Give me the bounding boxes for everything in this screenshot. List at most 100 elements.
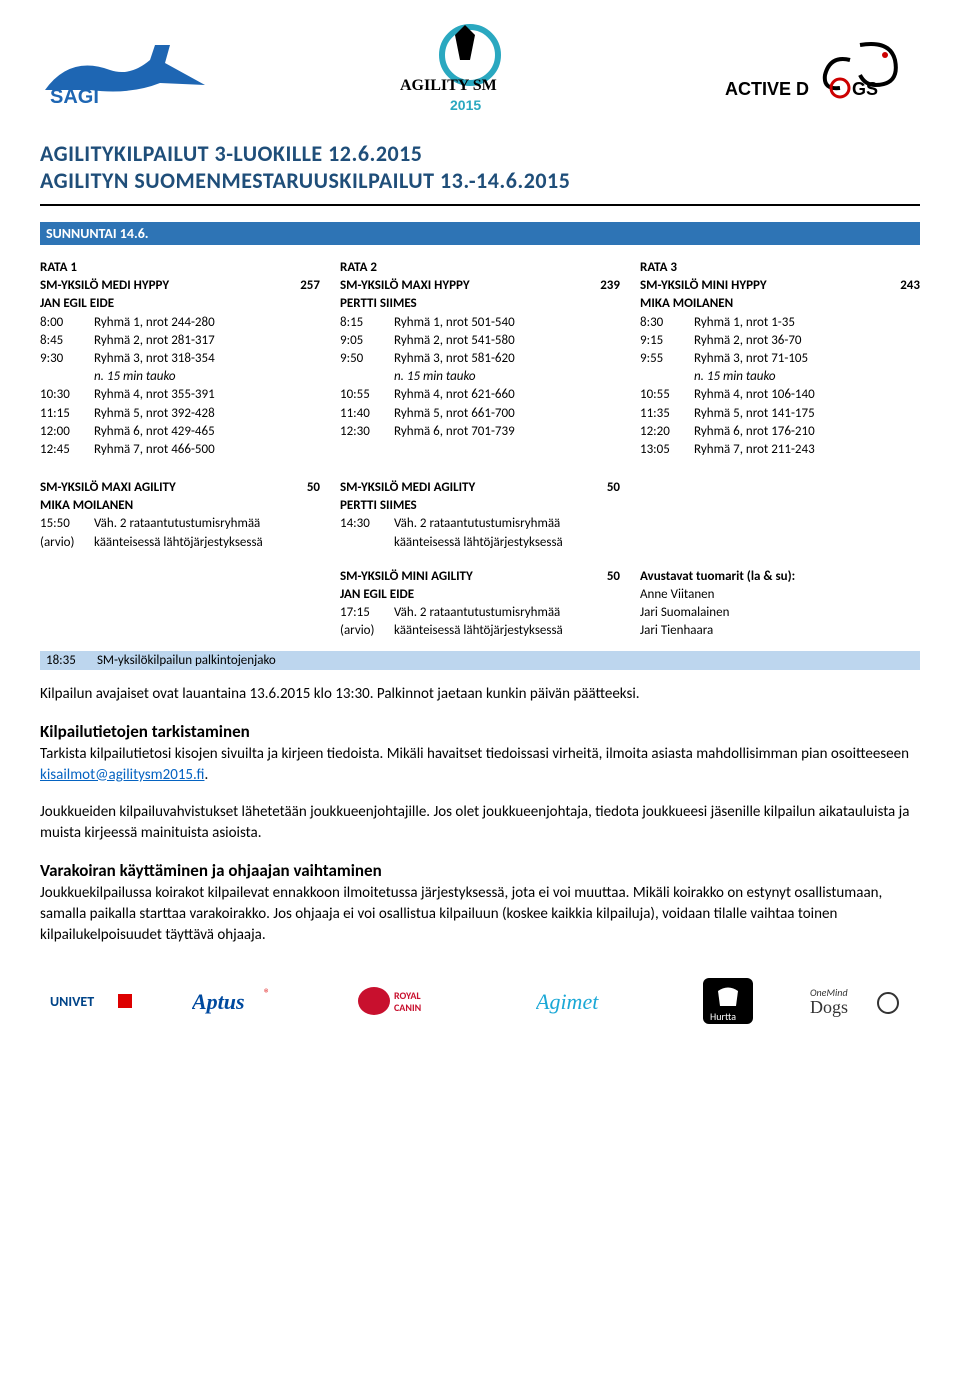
schedule-row: 9:55Ryhmä 3, nrot 71-105 xyxy=(640,350,920,368)
schedule-text: Ryhmä 5, nrot 392-428 xyxy=(94,405,320,423)
rata2-label: RATA 2 xyxy=(340,259,620,277)
schedule-text: Ryhmä 7, nrot 466-500 xyxy=(94,441,320,459)
logo-sagi: SAGI xyxy=(40,35,220,105)
rata1-col: RATA 1 SM-YKSILÖ MEDI HYPPY 257 JAN EGIL… xyxy=(40,259,320,459)
schedule-time: 12:30 xyxy=(340,423,394,441)
schedule-text: Ryhmä 4, nrot 621-660 xyxy=(394,386,620,404)
rata3-rows: 8:30Ryhmä 1, nrot 1-359:15Ryhmä 2, nrot … xyxy=(640,314,920,460)
schedule-text: Ryhmä 6, nrot 701-739 xyxy=(394,423,620,441)
schedule-time: 12:20 xyxy=(640,423,694,441)
schedule-text: Ryhmä 5, nrot 141-175 xyxy=(694,405,920,423)
schedule-row: 11:15Ryhmä 5, nrot 392-428 xyxy=(40,405,320,423)
maxi-line2: käänteisessä lähtöjärjestyksessä xyxy=(94,534,320,552)
schedule-text: Ryhmä 2, nrot 36-70 xyxy=(694,332,920,350)
schedule-row: n. 15 min tauko xyxy=(340,368,620,386)
rata2-judge: PERTTI SIIMES xyxy=(340,295,620,313)
medi-blank xyxy=(340,534,394,552)
svg-text:GS: GS xyxy=(852,79,878,99)
schedule-text: Ryhmä 4, nrot 106-140 xyxy=(694,386,920,404)
assist-name-2: Jari Tienhaara xyxy=(640,622,920,640)
schedule-text: Ryhmä 6, nrot 176-210 xyxy=(694,423,920,441)
schedule-row: 8:30Ryhmä 1, nrot 1-35 xyxy=(640,314,920,332)
schedule-text: Ryhmä 3, nrot 581-620 xyxy=(394,350,620,368)
schedule-row: 9:15Ryhmä 2, nrot 36-70 xyxy=(640,332,920,350)
schedule-text: Ryhmä 1, nrot 1-35 xyxy=(694,314,920,332)
title-line-2: AGILITYN SUOMENMESTARUUSKILPAILUT 13.-14… xyxy=(40,167,920,194)
rata2-col: RATA 2 SM-YKSILÖ MAXI HYPPY 239 PERTTI S… xyxy=(340,259,620,459)
svg-text:CANIN: CANIN xyxy=(394,1001,421,1014)
schedule-time: 8:30 xyxy=(640,314,694,332)
assist-judges-col: Avustavat tuomarit (la & su): Anne Viita… xyxy=(640,568,920,641)
assist-heading: Avustavat tuomarit (la & su): xyxy=(640,568,920,586)
schedule-row: 12:00Ryhmä 6, nrot 429-465 xyxy=(40,423,320,441)
schedule-text: Ryhmä 3, nrot 318-354 xyxy=(94,350,320,368)
maxi-time: 15:50 xyxy=(40,515,94,533)
schedule-time: 10:55 xyxy=(340,386,394,404)
maxi-count: 50 xyxy=(307,479,320,497)
schedule-time: 8:45 xyxy=(40,332,94,350)
schedule-row: 9:05Ryhmä 2, nrot 541-580 xyxy=(340,332,620,350)
footer-logo-agimet: Agimet xyxy=(536,981,646,1024)
schedule-time xyxy=(640,368,694,386)
header-logos: SAGI AGILITY SM 2015 ACTIVE D GS xyxy=(40,20,920,120)
mini-line1: Väh. 2 rataantutustumisryhmää xyxy=(394,604,620,622)
footer-logo-univet: UNIVET xyxy=(50,981,140,1024)
schedule-text: Ryhmä 1, nrot 244-280 xyxy=(94,314,320,332)
mini-count: 50 xyxy=(607,568,620,586)
schedule-text: Ryhmä 4, nrot 355-391 xyxy=(94,386,320,404)
schedule-text: Ryhmä 7, nrot 211-243 xyxy=(694,441,920,459)
schedule-text: Ryhmä 5, nrot 661-700 xyxy=(394,405,620,423)
schedule-text: Ryhmä 2, nrot 541-580 xyxy=(394,332,620,350)
schedule-time: 11:35 xyxy=(640,405,694,423)
svg-text:SAGI: SAGI xyxy=(50,86,99,105)
schedule-time: 9:05 xyxy=(340,332,394,350)
mini-time: 17:15 xyxy=(340,604,394,622)
tark-heading: Kilpailutietojen tarkistaminen xyxy=(40,721,920,742)
maxi-line1: Väh. 2 rataantutustumisryhmää xyxy=(94,515,320,533)
schedule-time: 10:55 xyxy=(640,386,694,404)
kisailmot-link[interactable]: kisailmot@agilitysm2015.fi xyxy=(40,766,204,784)
mini-event: SM-YKSILÖ MINI AGILITY xyxy=(340,568,473,586)
rata1-event: SM-YKSILÖ MEDI HYPPY xyxy=(40,277,169,295)
schedule-row: 9:50Ryhmä 3, nrot 581-620 xyxy=(340,350,620,368)
medi-judge: PERTTI SIIMES xyxy=(340,497,620,515)
schedule-text: n. 15 min tauko xyxy=(394,368,620,386)
rata3-event: SM-YKSILÖ MINI HYPPY xyxy=(640,277,767,295)
medi-event: SM-YKSILÖ MEDI AGILITY xyxy=(340,479,475,497)
joukkue-text: Joukkueiden kilpailuvahvistukset lähetet… xyxy=(40,802,920,844)
mini-arvio: (arvio) xyxy=(340,622,394,640)
rata1-judge: JAN EGIL EIDE xyxy=(40,295,320,313)
medi-line2: käänteisessä lähtöjärjestyksessä xyxy=(394,534,620,552)
schedule-row: 10:30Ryhmä 4, nrot 355-391 xyxy=(40,386,320,404)
schedule-time: 8:00 xyxy=(40,314,94,332)
schedule-text: Ryhmä 1, nrot 501-540 xyxy=(394,314,620,332)
mini-line2: käänteisessä lähtöjärjestyksessä xyxy=(394,622,620,640)
schedule-time: 11:40 xyxy=(340,405,394,423)
bottom-row: SM-YKSILÖ MINI AGILITY 50 JAN EGIL EIDE … xyxy=(40,568,920,641)
vara-text: Joukkuekilpailussa koirakot kilpailevat … xyxy=(40,883,920,946)
schedule-row: n. 15 min tauko xyxy=(640,368,920,386)
maxi-event: SM-YKSILÖ MAXI AGILITY xyxy=(40,479,176,497)
prize-row: 18:35 SM-yksilökilpailun palkintojenjako xyxy=(40,651,920,670)
tark-paragraph: Tarkista kilpailutietosi kisojen sivuilt… xyxy=(40,744,920,786)
schedule-row: 10:55Ryhmä 4, nrot 621-660 xyxy=(340,386,620,404)
footer-logo-aptus: Aptus® xyxy=(192,981,302,1024)
schedule-three-col: RATA 1 SM-YKSILÖ MEDI HYPPY 257 JAN EGIL… xyxy=(40,259,920,459)
vara-heading: Varakoiran käyttäminen ja ohjaajan vaiht… xyxy=(40,860,920,881)
assist-name-1: Jari Suomalainen xyxy=(640,604,920,622)
svg-text:AGILITY SM: AGILITY SM xyxy=(400,77,497,94)
footer-logo-royalcanin: ROYALCANIN xyxy=(354,981,484,1024)
medi-line1: Väh. 2 rataantutustumisryhmää xyxy=(394,515,620,533)
rata3-count: 243 xyxy=(900,277,920,295)
schedule-text: Ryhmä 6, nrot 429-465 xyxy=(94,423,320,441)
medi-count: 50 xyxy=(607,479,620,497)
schedule-row: 8:15Ryhmä 1, nrot 501-540 xyxy=(340,314,620,332)
logo-activedogs: ACTIVE D GS xyxy=(720,30,920,110)
spacer xyxy=(640,479,920,552)
rata2-event: SM-YKSILÖ MAXI HYPPY xyxy=(340,277,470,295)
schedule-time xyxy=(340,368,394,386)
rata2-rows: 8:15Ryhmä 1, nrot 501-5409:05Ryhmä 2, nr… xyxy=(340,314,620,441)
avajaiset-text: Kilpailun avajaiset ovat lauantaina 13.6… xyxy=(40,684,920,705)
schedule-row: 9:30Ryhmä 3, nrot 318-354 xyxy=(40,350,320,368)
schedule-row: 8:45Ryhmä 2, nrot 281-317 xyxy=(40,332,320,350)
